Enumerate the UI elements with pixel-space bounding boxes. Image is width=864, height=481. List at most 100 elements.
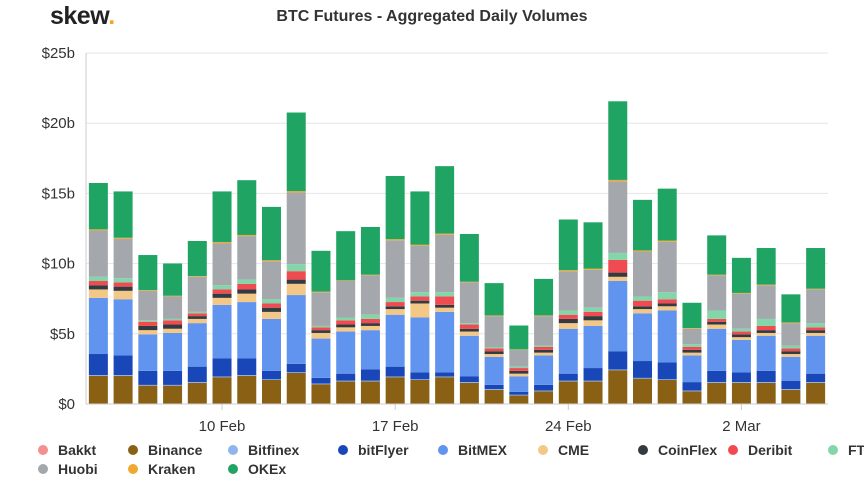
bar-segment-bitfinex[interactable] — [731, 382, 751, 383]
bar-segment-okex[interactable] — [484, 283, 504, 316]
bar-stack[interactable] — [237, 180, 257, 404]
bar-segment-binance[interactable] — [113, 375, 133, 404]
bar-segment-bitmex[interactable] — [806, 335, 826, 374]
bar-segment-kraken[interactable] — [385, 239, 405, 241]
bar-segment-kraken[interactable] — [608, 179, 628, 182]
bar-segment-huobi[interactable] — [657, 241, 677, 293]
bar-segment-cme[interactable] — [163, 328, 183, 333]
bar-segment-okex[interactable] — [459, 233, 479, 282]
bar-segment-bitflyer[interactable] — [311, 377, 331, 384]
bar-segment-bitflyer[interactable] — [286, 363, 306, 373]
bar-segment-bitmex[interactable] — [187, 323, 207, 367]
bar-segment-bitfinex[interactable] — [187, 382, 207, 383]
bar-segment-bitflyer[interactable] — [534, 384, 554, 391]
bar-segment-kraken[interactable] — [237, 234, 257, 237]
bar-segment-bitfinex[interactable] — [707, 382, 727, 383]
bar-segment-huobi[interactable] — [163, 296, 183, 319]
bar-segment-bitmex[interactable] — [707, 328, 727, 371]
bar-segment-okex[interactable] — [707, 235, 727, 275]
bar-segment-bitfinex[interactable] — [212, 376, 232, 378]
bar-segment-cme[interactable] — [633, 309, 652, 314]
bar-segment-ftx[interactable] — [608, 252, 628, 260]
bar-stack[interactable] — [311, 250, 331, 404]
bar-segment-bitmex[interactable] — [682, 355, 702, 383]
bar-segment-bitflyer[interactable] — [731, 372, 751, 383]
bar-segment-bitmex[interactable] — [212, 304, 232, 359]
bar-segment-okex[interactable] — [212, 191, 232, 242]
bar-segment-kraken[interactable] — [756, 284, 776, 286]
legend-item-coinflex[interactable]: CoinFlex — [638, 442, 717, 458]
bar-segment-okex[interactable] — [88, 183, 108, 230]
bar-segment-cme[interactable] — [459, 331, 479, 336]
bar-segment-cme[interactable] — [731, 337, 751, 340]
bar-segment-bitfinex[interactable] — [385, 376, 405, 378]
legend-item-bitflyer[interactable]: bitFlyer — [338, 442, 409, 458]
bar-segment-ftx[interactable] — [286, 264, 306, 272]
bar-segment-huobi[interactable] — [583, 269, 603, 308]
bar-segment-huobi[interactable] — [410, 245, 430, 293]
bar-segment-coinflex[interactable] — [731, 334, 751, 338]
bar-segment-binance[interactable] — [558, 381, 578, 404]
bar-segment-huobi[interactable] — [262, 261, 281, 300]
bar-segment-ftx[interactable] — [682, 344, 702, 347]
bar-segment-coinflex[interactable] — [756, 330, 776, 333]
bar-segment-bitfinex[interactable] — [237, 375, 257, 376]
bar-segment-bitmex[interactable] — [731, 339, 751, 373]
bar-segment-cme[interactable] — [311, 332, 331, 339]
bar-segment-bitfinex[interactable] — [682, 390, 702, 392]
bar-stack[interactable] — [410, 191, 430, 404]
bar-segment-bitflyer[interactable] — [88, 354, 108, 376]
bar-segment-ftx[interactable] — [806, 323, 826, 328]
bar-segment-binance[interactable] — [385, 377, 405, 404]
bar-segment-binance[interactable] — [286, 372, 306, 404]
bar-segment-okex[interactable] — [633, 199, 652, 251]
bar-segment-cme[interactable] — [262, 311, 281, 319]
bar-segment-kraken[interactable] — [360, 274, 380, 276]
bar-segment-cme[interactable] — [360, 325, 380, 331]
bar-segment-huobi[interactable] — [756, 285, 776, 319]
bar-segment-cme[interactable] — [286, 283, 306, 296]
bar-segment-deribit[interactable] — [484, 348, 504, 352]
bar-segment-okex[interactable] — [410, 191, 430, 245]
bar-segment-coinflex[interactable] — [583, 316, 603, 321]
bar-segment-ftx[interactable] — [336, 317, 356, 321]
bar-segment-okex[interactable] — [187, 241, 207, 277]
bar-segment-binance[interactable] — [608, 370, 628, 404]
bar-segment-coinflex[interactable] — [237, 289, 257, 294]
bar-segment-cme[interactable] — [682, 352, 702, 356]
bar-segment-coinflex[interactable] — [657, 303, 677, 307]
bar-segment-bitflyer[interactable] — [163, 370, 183, 385]
bar-segment-deribit[interactable] — [633, 300, 652, 307]
bar-stack[interactable] — [459, 233, 479, 404]
bar-segment-bitfinex[interactable] — [113, 375, 133, 376]
bar-segment-bitflyer[interactable] — [633, 361, 652, 378]
bar-segment-bitmex[interactable] — [633, 313, 652, 362]
bar-segment-kraken[interactable] — [633, 250, 652, 252]
bar-segment-binance[interactable] — [731, 382, 751, 404]
bar-stack[interactable] — [608, 101, 628, 404]
bar-segment-ftx[interactable] — [509, 366, 529, 369]
bar-segment-bitfinex[interactable] — [583, 380, 603, 382]
bar-segment-cme[interactable] — [435, 307, 455, 312]
bar-segment-ftx[interactable] — [138, 320, 158, 322]
bar-segment-deribit[interactable] — [707, 318, 727, 322]
bar-stack[interactable] — [88, 183, 108, 404]
bar-segment-kraken[interactable] — [138, 290, 158, 291]
bar-segment-bitmex[interactable] — [534, 355, 554, 385]
bar-segment-binance[interactable] — [435, 377, 455, 404]
bar-segment-huobi[interactable] — [459, 282, 479, 324]
bar-segment-coinflex[interactable] — [163, 324, 183, 329]
bar-segment-huobi[interactable] — [608, 181, 628, 253]
bar-segment-coinflex[interactable] — [113, 286, 133, 291]
bar-segment-kraken[interactable] — [657, 240, 677, 242]
bar-segment-okex[interactable] — [608, 101, 628, 180]
bar-segment-kraken[interactable] — [459, 281, 479, 283]
bar-segment-deribit[interactable] — [583, 311, 603, 317]
bar-segment-ftx[interactable] — [756, 318, 776, 326]
bar-segment-binance[interactable] — [509, 395, 529, 404]
bar-segment-bitmex[interactable] — [583, 325, 603, 369]
bar-segment-ftx[interactable] — [459, 323, 479, 325]
legend-item-bitfinex[interactable]: Bitfinex — [228, 442, 299, 458]
bar-segment-deribit[interactable] — [806, 327, 826, 331]
bar-segment-cme[interactable] — [583, 320, 603, 326]
